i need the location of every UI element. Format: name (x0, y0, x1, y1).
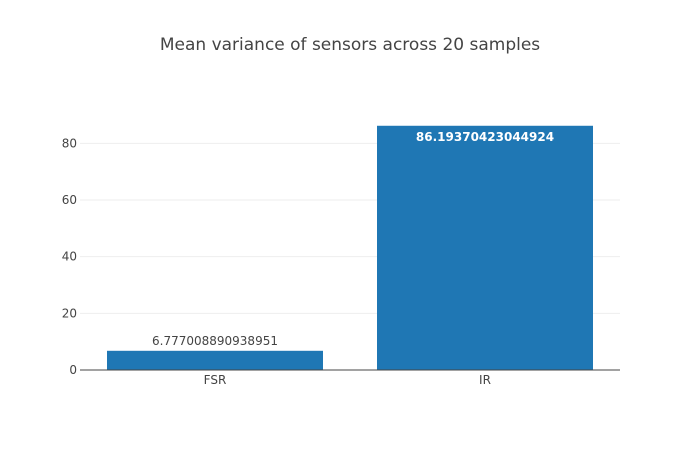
y-tick-label: 20 (62, 306, 77, 320)
y-tick-label: 60 (62, 193, 77, 207)
data-label: 86.19370423044924 (416, 130, 554, 144)
y-axis-ticks: 0 20 40 60 80 (62, 136, 77, 377)
y-tick-label: 40 (62, 250, 77, 264)
chart-title: Mean variance of sensors across 20 sampl… (160, 35, 540, 55)
y-tick-label: 80 (62, 136, 77, 150)
bar-fsr[interactable] (107, 350, 323, 370)
bar-ir[interactable] (377, 125, 593, 370)
data-labels: 6.777008890938951 86.19370423044924 (152, 130, 554, 348)
x-axis-ticks: FSR IR (204, 373, 491, 387)
y-tick-label: 0 (69, 363, 77, 377)
data-label: 6.777008890938951 (152, 334, 278, 348)
x-tick-label: IR (479, 373, 491, 387)
bars (107, 125, 593, 370)
x-tick-label: FSR (204, 373, 227, 387)
